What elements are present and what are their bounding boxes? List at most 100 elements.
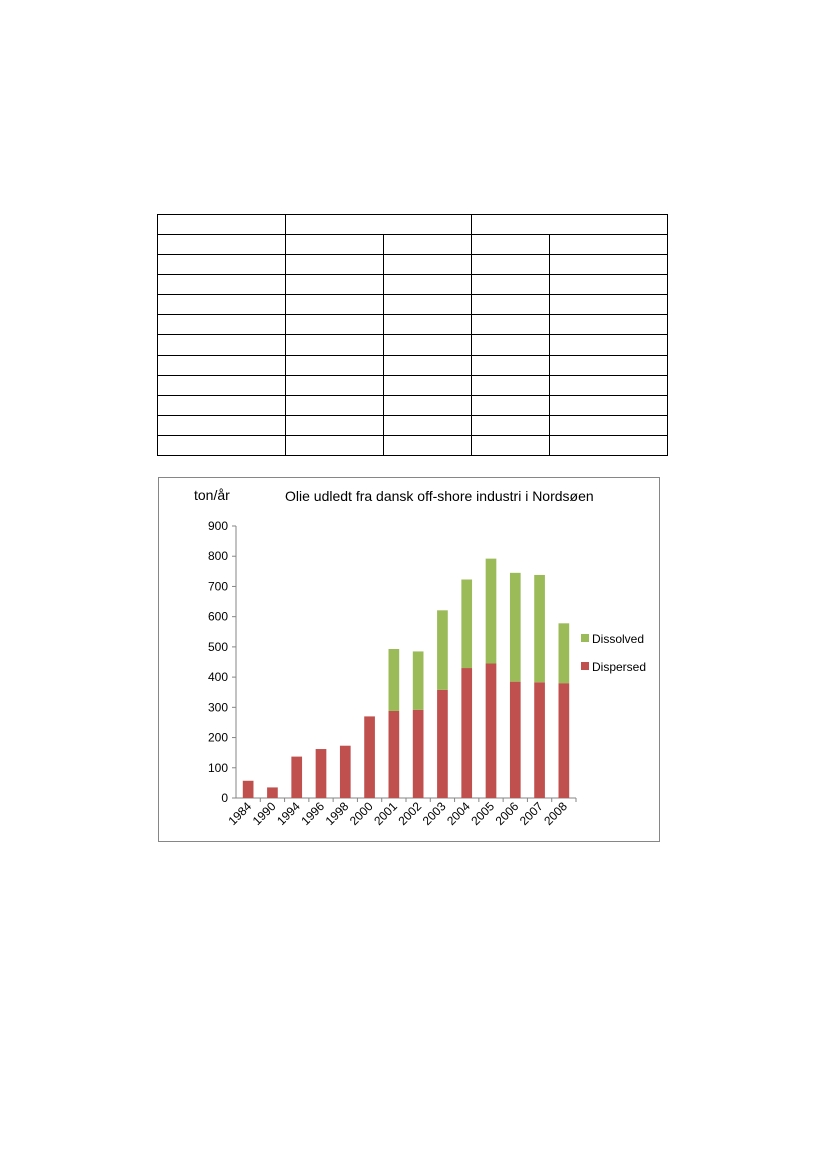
table-cell <box>157 374 286 396</box>
table-row <box>157 274 668 296</box>
x-tick-label: 2003 <box>420 799 449 828</box>
table-cell <box>471 394 550 416</box>
bar-dissolved-2004 <box>461 579 473 669</box>
table-row <box>157 374 668 396</box>
table-cell <box>383 394 472 416</box>
table-cell <box>285 234 384 256</box>
table-cell <box>157 213 286 236</box>
table-header-row <box>157 213 668 236</box>
table-cell <box>471 234 550 256</box>
x-tick-label: 1990 <box>250 799 279 828</box>
x-tick-label: 2000 <box>347 799 376 828</box>
bar-dissolved-2006 <box>509 572 521 682</box>
table-cell <box>549 414 668 436</box>
bar-dissolved-2002 <box>412 651 424 710</box>
table-cell <box>383 254 472 276</box>
table-cell <box>285 434 384 457</box>
y-tick-label: 300 <box>208 700 228 714</box>
x-tick-label: 2002 <box>395 799 424 828</box>
table-cell <box>285 314 384 336</box>
chart-title: Olie udledt fra dansk off-shore industri… <box>285 488 594 504</box>
y-tick-label: 900 <box>208 519 228 533</box>
table-cell <box>549 274 668 296</box>
x-tick-label: 1998 <box>323 799 352 828</box>
table-cell <box>157 274 286 296</box>
table-cell <box>471 374 550 396</box>
y-axis-unit-label: ton/år <box>194 487 230 503</box>
table-cell <box>285 394 384 416</box>
table-cell <box>285 254 384 276</box>
table-cell <box>549 394 668 416</box>
table-cell <box>285 354 384 376</box>
legend-swatch-dispersed <box>581 662 589 670</box>
x-tick-label: 2006 <box>493 799 522 828</box>
y-tick-label: 100 <box>208 761 228 775</box>
bar-dissolved-2008 <box>558 623 570 684</box>
x-tick-label: 2007 <box>517 799 546 828</box>
legend-label-dispersed: Dispersed <box>592 660 646 674</box>
table-cell <box>471 434 550 457</box>
table-cell <box>471 274 550 296</box>
y-tick-label: 500 <box>208 640 228 654</box>
stacked-bar-chart: ton/år Olie udledt fra dansk off-shore i… <box>194 487 646 828</box>
bar-dispersed-2003 <box>437 689 448 798</box>
table-cell <box>285 334 384 356</box>
table-cell <box>157 294 286 316</box>
table-cell <box>383 314 472 336</box>
bar-dissolved-2001 <box>388 649 400 711</box>
x-tick-label: 1996 <box>298 799 327 828</box>
x-tick-label: 1994 <box>274 799 303 828</box>
y-tick-label: 700 <box>208 579 228 593</box>
table-cell <box>471 213 668 236</box>
table-cell <box>549 354 668 376</box>
table-cell <box>549 314 668 336</box>
table-cell <box>471 254 550 276</box>
y-tick-label: 800 <box>208 549 228 563</box>
table-cell <box>383 234 472 256</box>
y-tick-label: 0 <box>221 791 228 805</box>
table-cell <box>383 414 472 436</box>
y-tick-label: 400 <box>208 670 228 684</box>
table-cell <box>157 434 286 457</box>
table-cell <box>157 334 286 356</box>
empty-data-table <box>157 213 668 457</box>
bar-dispersed-2007 <box>534 682 545 798</box>
table-row <box>157 414 668 436</box>
table-cell <box>157 314 286 336</box>
table-row <box>157 334 668 356</box>
bar-dispersed-2000 <box>364 716 375 798</box>
table-cell <box>383 354 472 376</box>
x-tick-label: 2004 <box>444 799 473 828</box>
table-row <box>157 434 668 457</box>
table-cell <box>285 274 384 296</box>
table-cell <box>471 314 550 336</box>
table-cell <box>285 374 384 396</box>
legend-label-dissolved: Dissolved <box>592 632 644 646</box>
table-cell <box>157 414 286 436</box>
bar-dispersed-2006 <box>509 681 521 798</box>
table-cell <box>383 274 472 296</box>
x-tick-label: 1984 <box>225 799 254 828</box>
table-row <box>157 234 668 256</box>
table-row <box>157 254 668 276</box>
table-cell <box>285 294 384 316</box>
bar-dispersed-1998 <box>339 745 351 798</box>
plot-area: 0 100 200 300 400 500 600 700 800 900 198419901994… <box>208 519 646 828</box>
bar-dispersed-1994 <box>291 756 303 798</box>
table-cell <box>157 354 286 376</box>
bar-dissolved-2007 <box>534 574 545 683</box>
table-cell <box>549 334 668 356</box>
table-cell <box>471 334 550 356</box>
chart-container: ton/år Olie udledt fra dansk off-shore i… <box>158 477 660 842</box>
y-tick-label: 200 <box>208 731 228 745</box>
table-cell <box>471 354 550 376</box>
bar-dispersed-2004 <box>461 668 473 798</box>
bar-dispersed-1984 <box>242 780 254 798</box>
table-row <box>157 394 668 416</box>
table-cell <box>549 294 668 316</box>
table-cell <box>549 254 668 276</box>
bar-dissolved-2005 <box>485 558 497 664</box>
table-cell <box>471 414 550 436</box>
table-cell <box>157 254 286 276</box>
x-tick-label: 2008 <box>541 799 570 828</box>
